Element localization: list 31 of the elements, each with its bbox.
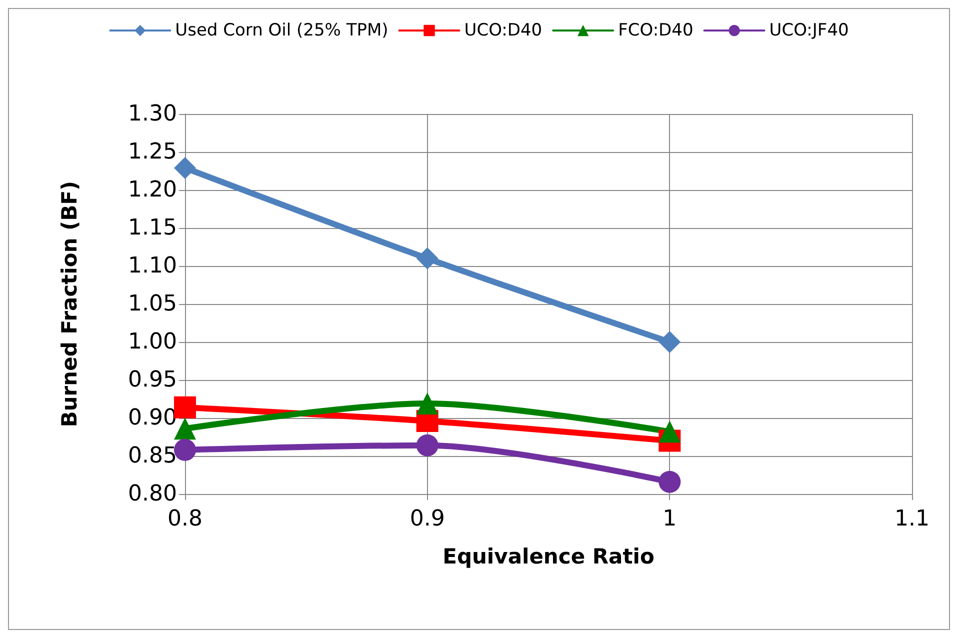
- y-tick-label: 1.15: [128, 216, 177, 240]
- y-tick-label: 1.30: [128, 102, 177, 126]
- y-tick-label: 0.95: [128, 368, 177, 392]
- x-tick-label: 0.8: [168, 506, 202, 532]
- point: [174, 396, 196, 418]
- y-tick-label: 0.85: [128, 444, 177, 468]
- x-axis-title: Equivalence Ratio: [442, 544, 654, 568]
- legend-label: FCO:D40: [618, 20, 694, 40]
- legend-label: UCO:JF40: [769, 20, 849, 40]
- y-tick-label: 0.80: [128, 482, 177, 506]
- x-tick-label: 1: [662, 506, 677, 532]
- point: [658, 470, 681, 493]
- y-tick-label: 1.25: [128, 140, 177, 164]
- x-tick-label: 1.1: [894, 506, 930, 532]
- x-tick-label: 0.9: [410, 506, 445, 532]
- point: [416, 392, 438, 415]
- y-tick-label: 0.90: [128, 406, 177, 430]
- point: [174, 156, 196, 179]
- point: [174, 438, 196, 461]
- point: [416, 434, 438, 456]
- y-tick-label: 1.20: [128, 178, 177, 202]
- y-tick-label: 1.05: [128, 292, 177, 316]
- y-tick-label: 1.00: [128, 330, 177, 354]
- legend-label: Used Corn Oil (25% TPM): [175, 20, 388, 40]
- y-tick-label: 1.10: [128, 254, 177, 278]
- point: [174, 418, 196, 440]
- point: [658, 331, 681, 353]
- legend-label: UCO:D40: [464, 20, 542, 40]
- point: [416, 247, 438, 270]
- y-axis-title: Burned Fraction (BF): [58, 180, 82, 428]
- point: [658, 420, 681, 443]
